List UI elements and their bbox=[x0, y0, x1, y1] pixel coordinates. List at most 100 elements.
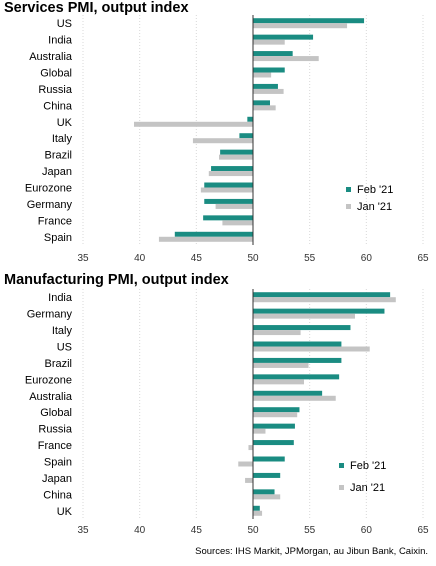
bar-feb bbox=[253, 440, 294, 446]
bar-jan bbox=[253, 313, 355, 319]
bar-feb bbox=[253, 100, 270, 106]
bar-jan bbox=[208, 171, 253, 177]
bar-jan bbox=[253, 330, 301, 336]
category-label: Global bbox=[40, 407, 72, 419]
bar-jan bbox=[253, 379, 304, 385]
bar-feb bbox=[253, 407, 300, 413]
bar-jan bbox=[253, 88, 284, 94]
bar-feb bbox=[253, 51, 293, 57]
x-tick-label: 55 bbox=[304, 253, 316, 264]
legend-swatch-jan bbox=[346, 204, 351, 209]
bar-jan bbox=[253, 362, 309, 368]
bar-jan bbox=[253, 39, 285, 45]
bar-feb bbox=[253, 292, 391, 298]
bar-jan bbox=[253, 494, 281, 500]
bar-feb bbox=[253, 18, 365, 24]
legend-label-feb: Feb '21 bbox=[357, 184, 393, 196]
bar-feb bbox=[204, 198, 253, 204]
category-label: Japan bbox=[42, 473, 72, 485]
bar-feb bbox=[253, 67, 285, 73]
category-label: Germany bbox=[27, 199, 73, 211]
bar-feb bbox=[174, 231, 253, 237]
chart-title-services: Services PMI, output index bbox=[4, 0, 189, 16]
bar-jan bbox=[253, 395, 336, 401]
x-tick-label: 65 bbox=[417, 253, 429, 264]
x-tick-label: 55 bbox=[304, 525, 316, 536]
bar-feb bbox=[220, 149, 253, 155]
bar-feb bbox=[247, 116, 253, 122]
chart-title-manufacturing: Manufacturing PMI, output index bbox=[4, 272, 229, 288]
bar-jan bbox=[253, 510, 263, 516]
legend-label-jan: Jan '21 bbox=[357, 201, 392, 213]
bar-jan bbox=[219, 154, 253, 160]
bar-feb bbox=[253, 34, 314, 40]
bar-jan bbox=[253, 412, 298, 418]
bar-jan bbox=[253, 72, 272, 78]
bar-feb bbox=[253, 456, 285, 462]
source-note: Sources: IHS Markit, JPMorgan, au Jibun … bbox=[195, 546, 428, 557]
legend-swatch-feb bbox=[339, 463, 344, 468]
bar-feb bbox=[253, 325, 351, 331]
category-label: Spain bbox=[44, 232, 72, 244]
x-tick-label: 45 bbox=[191, 253, 203, 264]
category-label: Italy bbox=[52, 133, 73, 145]
category-label: Eurozone bbox=[25, 183, 72, 195]
category-label: France bbox=[38, 215, 72, 227]
bar-jan bbox=[248, 445, 253, 451]
bar-jan bbox=[134, 121, 253, 127]
category-label: China bbox=[43, 489, 73, 501]
category-label: Japan bbox=[42, 166, 72, 178]
services-pmi-chart: 35 40 45 50 55 60 65 US India Australia Global Russ… bbox=[25, 15, 429, 264]
bar-jan bbox=[200, 187, 253, 193]
category-label: UK bbox=[57, 506, 73, 518]
bar-jan bbox=[238, 461, 253, 467]
bar-jan bbox=[158, 236, 253, 242]
bar-jan bbox=[222, 220, 253, 226]
bar-feb bbox=[203, 215, 253, 221]
x-tick-label: 60 bbox=[361, 253, 373, 264]
bar-feb bbox=[253, 472, 281, 478]
bar-jan bbox=[253, 428, 266, 434]
category-label: India bbox=[48, 35, 73, 47]
bar-feb bbox=[253, 308, 385, 314]
category-label: Russia bbox=[38, 84, 73, 96]
category-label: Spain bbox=[44, 457, 72, 469]
bar-jan bbox=[253, 346, 370, 352]
x-tick-label: 40 bbox=[134, 253, 146, 264]
category-label: Australia bbox=[29, 51, 73, 63]
category-label: Brazil bbox=[44, 358, 72, 370]
x-tick-label: 50 bbox=[247, 525, 259, 536]
bar-feb bbox=[211, 166, 253, 172]
bar-feb bbox=[253, 390, 323, 396]
x-tick-label: 45 bbox=[191, 525, 203, 536]
legend-label-feb: Feb '21 bbox=[350, 460, 386, 472]
category-label: Eurozone bbox=[25, 374, 72, 386]
bar-jan bbox=[192, 138, 253, 144]
x-tick-label: 65 bbox=[417, 525, 429, 536]
category-label: US bbox=[57, 18, 72, 30]
bar-feb bbox=[253, 423, 295, 429]
category-label: Italy bbox=[52, 325, 73, 337]
category-label: Brazil bbox=[44, 150, 72, 162]
category-label: Global bbox=[40, 68, 72, 80]
bar-feb bbox=[253, 489, 275, 495]
category-label: India bbox=[48, 292, 73, 304]
bar-feb bbox=[253, 374, 340, 380]
legend-label-jan: Jan '21 bbox=[350, 482, 385, 494]
category-label: China bbox=[43, 100, 73, 112]
bar-jan bbox=[253, 23, 348, 29]
bar-feb bbox=[253, 83, 278, 89]
x-tick-label: 40 bbox=[134, 525, 146, 536]
bar-feb bbox=[239, 133, 253, 139]
bar-jan bbox=[245, 477, 253, 483]
bar-feb bbox=[253, 341, 342, 347]
category-label: Russia bbox=[38, 424, 73, 436]
bar-jan bbox=[253, 56, 319, 62]
bar-jan bbox=[215, 203, 253, 209]
category-label: US bbox=[57, 342, 72, 354]
legend-swatch-feb bbox=[346, 187, 351, 192]
bar-feb bbox=[253, 505, 260, 511]
category-label: UK bbox=[57, 117, 73, 129]
bar-jan bbox=[253, 297, 396, 303]
